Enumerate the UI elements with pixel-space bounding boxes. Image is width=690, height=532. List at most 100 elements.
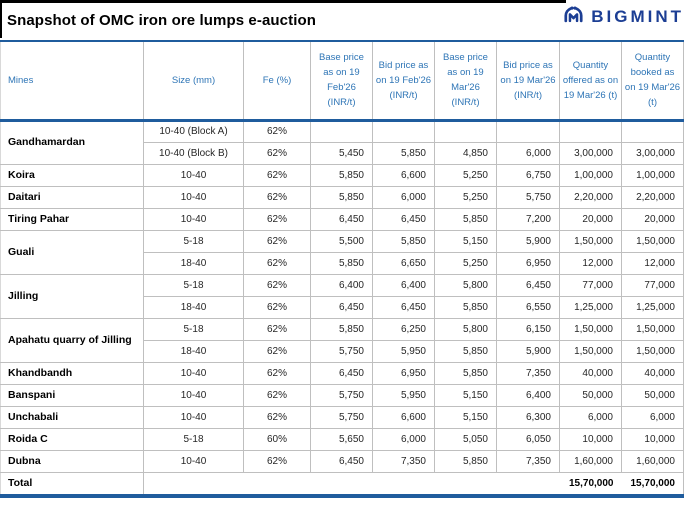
bid-price-feb-cell: 6,450 (372, 208, 435, 231)
col-header-base-price-mar: Base price as on 19 Mar'26 (INR/t) (434, 41, 497, 122)
table-row: Daitari 10-40 62% 5,850 6,000 5,250 5,750 2,20,… (0, 186, 684, 209)
total-qty-booked: 15,70,000 (621, 471, 684, 498)
qty-booked-cell: 12,000 (621, 252, 684, 275)
table-row: Koira 10-40 62% 5,850 6,600 5,250 6,750 1,00,00… (0, 164, 684, 187)
qty-booked-cell: 1,60,000 (621, 450, 684, 473)
size-cell: 10-40 (143, 450, 244, 473)
table-row: Gandhamardan 10-40 (Block A) 62% (0, 120, 684, 165)
bid-price-feb-cell: 6,000 (372, 428, 435, 451)
col-header-qty-booked: Quantity booked as on 19 Mar'26 (t) (621, 41, 684, 122)
base-price-feb-cell: 5,850 (310, 164, 373, 187)
base-price-feb-cell: 5,750 (310, 340, 373, 363)
bid-price-mar-cell: 7,200 (496, 208, 560, 231)
table-row: Unchabali 10-40 62% 5,750 6,600 5,150 6,300 6,0… (0, 406, 684, 429)
table-row: Guali 5-18 62% 5,500 5,850 5,150 5,900 1,50,000… (0, 230, 684, 275)
mine-name: Daitari (0, 186, 144, 209)
bid-price-mar-cell: 6,150 (496, 318, 560, 341)
table-row: Banspani 10-40 62% 5,750 5,950 5,150 6,400 50,0… (0, 384, 684, 407)
fe-cell: 62% (243, 362, 311, 385)
size-cell: 10-40 (143, 208, 244, 231)
size-cell: 10-40 (143, 362, 244, 385)
size-cell: 5-18 (143, 428, 244, 451)
table-row: Roida C 5-18 60% 5,650 6,000 5,050 6,050 10,000… (0, 428, 684, 451)
size-cell: 10-40 (143, 406, 244, 429)
base-price-mar-cell: 5,850 (434, 296, 497, 319)
mine-name: Khandbandh (0, 362, 144, 385)
qty-booked-cell: 10,000 (621, 428, 684, 451)
qty-offered-cell: 1,50,000 (559, 230, 622, 253)
qty-booked-cell: 6,000 (621, 406, 684, 429)
qty-offered-cell: 6,000 (559, 406, 622, 429)
bid-price-feb-cell: 6,650 (372, 252, 435, 275)
col-header-size: Size (mm) (143, 41, 244, 122)
base-price-mar-cell: 5,150 (434, 230, 497, 253)
mine-name: Unchabali (0, 406, 144, 429)
table-row: 18-40 62% 5,850 6,650 5,250 6,950 12,000 12,000 (1, 252, 684, 275)
bid-price-mar-cell: 6,550 (496, 296, 560, 319)
col-header-bid-price-mar: Bid price as on 19 Mar'26 (INR/t) (496, 41, 560, 122)
qty-offered-cell: 20,000 (559, 208, 622, 231)
size-cell: 5-18 (143, 318, 244, 341)
qty-booked-cell: 1,25,000 (621, 296, 684, 319)
mine-name: Dubna (0, 450, 144, 473)
qty-booked-cell: 2,20,000 (621, 186, 684, 209)
fe-cell: 62% (243, 230, 311, 253)
qty-offered-cell: 77,000 (559, 274, 622, 297)
fe-cell: 62% (243, 252, 311, 275)
qty-offered-cell: 1,60,000 (559, 450, 622, 473)
table-row: Tiring Pahar 10-40 62% 6,450 6,450 5,850 7,200… (0, 208, 684, 231)
table-row: 18-40 62% 6,450 6,450 5,850 6,550 1,25,000 1,25… (1, 296, 684, 319)
title-bar: Snapshot of OMC iron ore lumps e-auction… (0, 0, 690, 40)
col-header-fe: Fe (%) (243, 41, 311, 122)
size-cell: 10-40 (143, 164, 244, 187)
base-price-feb-cell: 6,450 (310, 450, 373, 473)
qty-offered-cell: 2,20,000 (559, 186, 622, 209)
page-title: Snapshot of OMC iron ore lumps e-auction (7, 12, 317, 29)
base-price-mar-cell: 5,150 (434, 384, 497, 407)
base-price-feb-cell: 5,850 (310, 318, 373, 341)
bid-price-mar-cell: 6,300 (496, 406, 560, 429)
table-row: 10-40 (Block B) 62% 5,450 5,850 4,850 6,000 3,… (1, 142, 684, 165)
base-price-mar-cell: 5,150 (434, 406, 497, 429)
mine-name: Guali (0, 230, 144, 275)
base-price-mar-cell: 5,850 (434, 450, 497, 473)
mine-name: Jilling (0, 274, 144, 319)
base-price-feb-cell: 5,850 (310, 186, 373, 209)
qty-offered-cell: 50,000 (559, 384, 622, 407)
bid-price-feb-cell: 5,950 (372, 384, 435, 407)
qty-offered-cell: 1,00,000 (559, 164, 622, 187)
col-header-qty-offered: Quantity offered as on 19 Mar'26 (t) (559, 41, 622, 122)
base-price-feb-cell: 5,500 (310, 230, 373, 253)
bid-price-mar-cell: 6,400 (496, 384, 560, 407)
qty-offered-cell: 40,000 (559, 362, 622, 385)
bid-price-mar-cell: 6,050 (496, 428, 560, 451)
size-cell: 10-40 (143, 186, 244, 209)
bid-price-feb-cell: 5,950 (372, 340, 435, 363)
size-cell: 5-18 (143, 230, 244, 253)
bid-price-mar-cell: 6,950 (496, 252, 560, 275)
qty-booked-cell: 3,00,000 (621, 142, 684, 165)
bid-price-mar-cell: 5,900 (496, 340, 560, 363)
mine-name: Roida C (0, 428, 144, 451)
base-price-mar-cell: 4,850 (434, 142, 497, 165)
qty-offered-cell: 3,00,000 (559, 142, 622, 165)
col-header-base-price-feb: Base price as on 19 Feb'26 (INR/t) (310, 41, 373, 122)
qty-booked-cell (621, 120, 684, 143)
qty-offered-cell (559, 120, 622, 143)
qty-booked-cell: 40,000 (621, 362, 684, 385)
base-price-mar-cell: 5,250 (434, 186, 497, 209)
base-price-feb-cell: 6,400 (310, 274, 373, 297)
qty-booked-cell: 1,50,000 (621, 318, 684, 341)
base-price-feb-cell: 5,750 (310, 384, 373, 407)
bid-price-mar-cell: 7,350 (496, 362, 560, 385)
qty-booked-cell: 20,000 (621, 208, 684, 231)
fe-cell: 62% (243, 340, 311, 363)
size-cell: 10-40 (Block A) (143, 120, 244, 143)
table-row: 18-40 62% 5,750 5,950 5,850 5,900 1,50,000 1,50… (1, 340, 684, 363)
base-price-mar-cell: 5,250 (434, 164, 497, 187)
bid-price-mar-cell: 6,450 (496, 274, 560, 297)
qty-booked-cell: 1,50,000 (621, 230, 684, 253)
bid-price-feb-cell: 6,250 (372, 318, 435, 341)
col-header-mines: Mines (0, 41, 144, 122)
qty-booked-cell: 1,50,000 (621, 340, 684, 363)
